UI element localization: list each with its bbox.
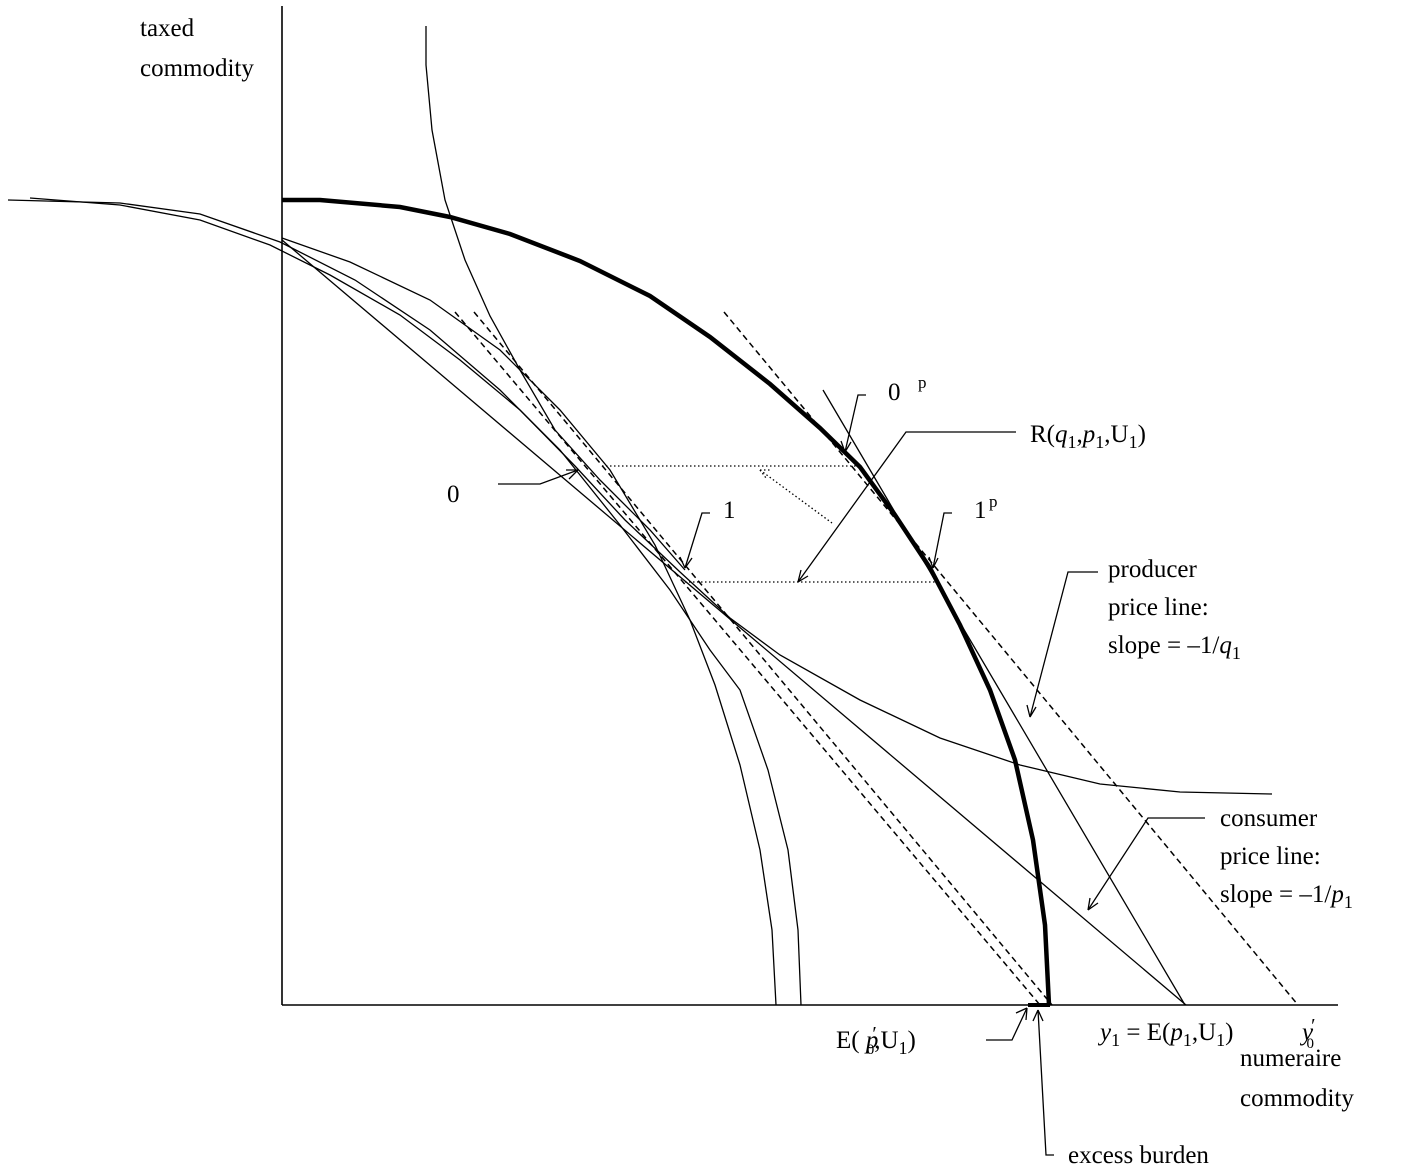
producer-label-line3: slope = –1/q1	[1108, 632, 1241, 663]
expenditure-p0-leader	[986, 1007, 1028, 1041]
revenue-arrowhead	[797, 569, 809, 583]
consumer-label-line3: slope = –1/p1	[1220, 881, 1353, 912]
excess-burden-label: excess burden	[1068, 1142, 1209, 1169]
point-0-label: 0	[447, 481, 460, 508]
y-axis-label-line1: taxed	[140, 15, 195, 42]
x-axis-label-line1: numeraire	[1240, 1045, 1341, 1072]
expenditure-p0-arrowhead	[1015, 1007, 1028, 1021]
point-0p-arrowhead	[840, 440, 852, 453]
point-0p-label: 0	[888, 379, 901, 406]
point-0-arrowhead	[566, 469, 579, 480]
consumer-label-line2: price line:	[1220, 843, 1321, 870]
point-1-label: 1	[723, 497, 736, 524]
point-1-leader	[684, 512, 710, 569]
producer-leader	[1029, 571, 1098, 718]
excess-burden-leader	[1037, 1009, 1054, 1156]
dotted-arrow-head	[759, 469, 770, 479]
producer-tangent-line	[822, 389, 1186, 1006]
revenue-label: R(q1,p1,U1)	[1030, 421, 1146, 452]
excess-burden-arrowhead	[1032, 1009, 1044, 1022]
point-0p-superscript: p	[918, 373, 927, 392]
x-axis-label-line2: commodity	[1240, 1085, 1354, 1112]
point-1p-label: 1	[974, 497, 987, 524]
y0-prime-label: y′ 0	[1299, 1015, 1315, 1052]
producer-label-line2: price line:	[1108, 594, 1209, 621]
consumer-leader	[1087, 817, 1205, 911]
consumer-arrowhead	[1087, 897, 1099, 911]
point-1p-arrowhead	[928, 556, 939, 569]
point-1p-superscript: p	[989, 492, 998, 511]
dotted-arrow-shaft	[759, 469, 833, 524]
production-frontier-curve	[282, 197, 1052, 1006]
indifference-curve-u1	[29, 197, 1273, 795]
point-0p-leader	[844, 394, 866, 453]
consumer-label-line1: consumer	[1220, 805, 1318, 832]
point-1p-leader	[932, 512, 952, 569]
revenue-leader	[797, 431, 1016, 583]
y-axis-label-line2: commodity	[140, 55, 254, 82]
point-0-leader	[498, 469, 579, 485]
producer-arrowhead	[1026, 704, 1037, 718]
consumer-price-line	[281, 239, 1187, 1006]
dashed-budget-line-a	[454, 311, 1041, 1006]
y1-label: y1 = E(p1,U1)	[1097, 1019, 1233, 1050]
convex-curve-steep	[425, 26, 686, 571]
producer-label-line1: producer	[1108, 556, 1198, 583]
point-1-arrowhead	[679, 556, 693, 569]
inner-curve-a	[281, 237, 777, 1006]
inner-curve-b	[7, 199, 802, 1006]
expenditure-p0-label: E( p′ 0,U1)	[836, 1023, 916, 1058]
dashed-budget-line-b	[473, 311, 1053, 1006]
